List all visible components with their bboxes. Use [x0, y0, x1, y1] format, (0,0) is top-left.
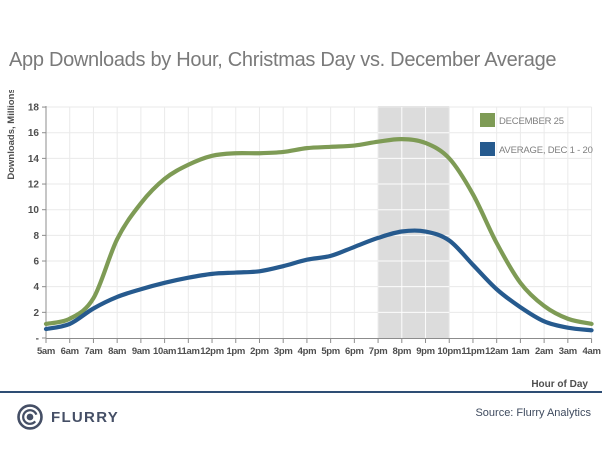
legend-label-december-25: DECEMBER 25	[499, 116, 564, 127]
x-tick-label: 5am	[37, 346, 55, 357]
flurry-logo: FLURRY	[16, 402, 119, 432]
page-title: App Downloads by Hour, Christmas Day vs.…	[9, 49, 557, 71]
x-tick-label: 10am	[153, 346, 176, 357]
x-tick-label: 2pm	[250, 346, 269, 357]
x-tick-label: 3am	[559, 346, 577, 357]
footer-divider	[0, 391, 602, 393]
legend-label-average: AVERAGE, DEC 1 - 20	[499, 145, 593, 156]
y-tick-label: 12	[28, 180, 40, 191]
x-tick-label: 12am	[485, 346, 508, 357]
series-line-december-25	[43, 137, 594, 326]
y-axis-title: Downloads, Millions	[6, 90, 17, 180]
y-tick-label: 6	[33, 257, 39, 268]
x-tick-label: 9pm	[416, 346, 435, 357]
x-tick-label: 6pm	[345, 346, 364, 357]
y-tick-label: 10	[28, 205, 40, 216]
y-tick-label: 14	[28, 154, 40, 165]
x-tick-label: 12pm	[200, 346, 224, 357]
legend-swatch-average	[480, 142, 495, 156]
y-tick-label: 2	[33, 308, 39, 319]
x-tick-label: 7pm	[369, 346, 388, 357]
x-tick-label: 4am	[582, 346, 600, 357]
x-tick-label: 2am	[535, 346, 553, 357]
flurry-shutter-icon	[17, 404, 43, 430]
y-tick-label-zero: -	[36, 334, 39, 345]
x-tick-label: 7am	[84, 346, 102, 357]
x-tick-label: 11am	[177, 346, 200, 357]
x-tick-label: 10pm	[437, 346, 461, 357]
x-tick-label: 11pm	[461, 346, 484, 357]
y-tick-label: 16	[28, 128, 40, 139]
x-tick-label: 9am	[132, 346, 150, 357]
x-tick-label: 6am	[61, 346, 79, 357]
series-line-average-dec-1-20	[43, 228, 594, 333]
highlight-band-layer	[378, 106, 450, 338]
series-layer	[43, 137, 594, 333]
x-tick-label: 3pm	[274, 346, 293, 357]
y-tick-label: 8	[33, 231, 39, 242]
y-tick-label: 4	[33, 282, 39, 293]
flurry-logo-text: FLURRY	[51, 408, 120, 426]
highlight-band-7pm-10pm	[378, 106, 450, 338]
x-tick-label: 1am	[511, 346, 529, 357]
legend-swatch-december-25	[480, 113, 495, 127]
x-tick-label: 1pm	[226, 346, 245, 357]
x-axis-title: Hour of Day	[531, 379, 588, 390]
y-tick-label: 18	[28, 103, 40, 114]
axis-layer	[42, 106, 593, 343]
source-text: Source: Flurry Analytics	[475, 407, 591, 419]
x-tick-label: 4pm	[298, 346, 317, 357]
x-tick-label: 5pm	[321, 346, 340, 357]
x-tick-label: 8pm	[392, 346, 411, 357]
x-tick-label: 8am	[108, 346, 126, 357]
legend: DECEMBER 25 AVERAGE, DEC 1 - 20	[480, 113, 593, 156]
